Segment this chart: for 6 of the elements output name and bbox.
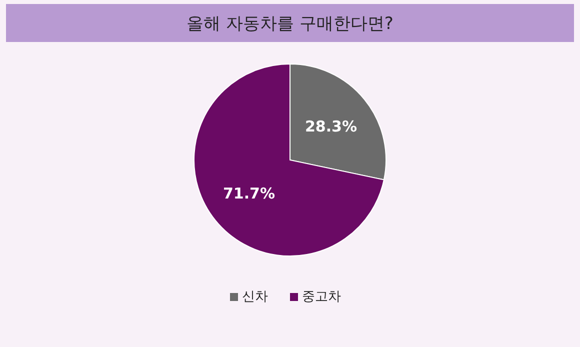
data-label: 71.7% <box>222 184 276 202</box>
legend-label: 신차 <box>242 290 268 304</box>
data-label: 28.3% <box>304 118 358 136</box>
chart-title: 올해 자동차를 구매한다면? <box>186 14 394 34</box>
legend-label: 중고차 <box>302 290 341 304</box>
pie-slice <box>194 64 384 256</box>
